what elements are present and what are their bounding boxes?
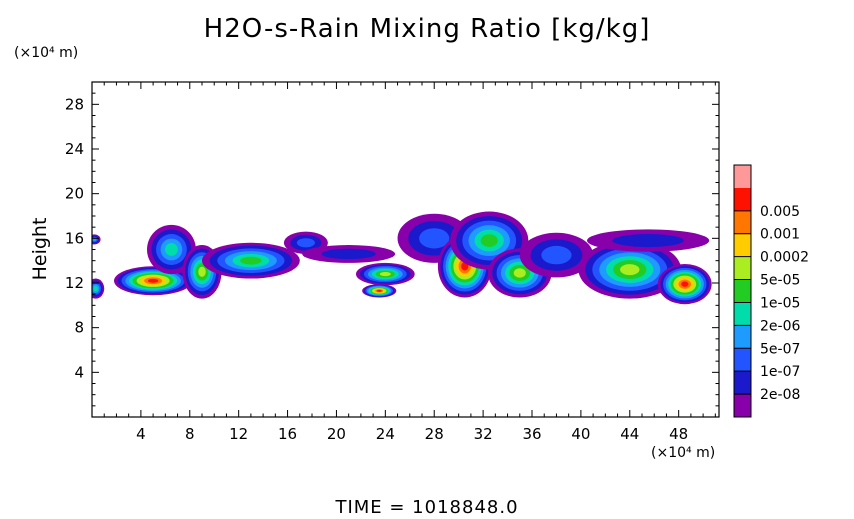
contour-fields bbox=[92, 211, 712, 305]
colorbar-swatch bbox=[734, 394, 751, 417]
contour-cell-2 bbox=[114, 266, 193, 296]
colorbar-swatch bbox=[734, 371, 751, 395]
colorbar-frame bbox=[733, 164, 752, 418]
contour-cell-14 bbox=[519, 232, 594, 278]
contour-level bbox=[513, 268, 526, 278]
colorbar-swatch bbox=[734, 279, 751, 303]
y-tick-label: 4 bbox=[74, 363, 84, 381]
colorbar-label: 0.005 bbox=[760, 204, 800, 220]
y-tick-label: 20 bbox=[65, 185, 84, 203]
contour-level bbox=[620, 264, 640, 276]
x-tick-label: 24 bbox=[376, 425, 395, 443]
y-tick-label: 12 bbox=[65, 274, 84, 292]
colorbar-swatch bbox=[734, 165, 751, 188]
contour-cell-5 bbox=[201, 242, 300, 279]
contour-level bbox=[480, 234, 498, 247]
y-tick-label: 24 bbox=[65, 140, 84, 158]
contour-level bbox=[681, 281, 689, 287]
contour-level bbox=[376, 289, 382, 292]
contour-cell-9 bbox=[362, 284, 397, 298]
colorbar-swatch bbox=[734, 187, 751, 211]
contour-level bbox=[165, 243, 178, 256]
colorbar-swatch bbox=[734, 256, 751, 280]
x-tick-label: 16 bbox=[278, 425, 297, 443]
x-tick-label: 12 bbox=[229, 425, 248, 443]
colorbar-label: 5e-07 bbox=[760, 341, 800, 357]
contour-cell-0 bbox=[92, 234, 101, 245]
x-tick-label: 28 bbox=[425, 425, 444, 443]
x-tick-label: 4 bbox=[136, 425, 146, 443]
contour-cell-6 bbox=[283, 231, 328, 254]
contour-level bbox=[321, 248, 376, 260]
contour-level bbox=[379, 271, 391, 277]
contour-level bbox=[419, 228, 450, 249]
y-axis-title: Height bbox=[29, 218, 51, 281]
x-axis: 4 8 12 16 20 24 28 32 36 40 44 48 bbox=[103, 82, 716, 443]
contour-level bbox=[541, 245, 572, 265]
contour-cell-7 bbox=[302, 245, 396, 263]
contour-cell-8 bbox=[356, 262, 415, 286]
contour-cell-3 bbox=[147, 224, 196, 275]
contour-level bbox=[198, 266, 206, 277]
x-tick-label: 32 bbox=[474, 425, 493, 443]
time-label: TIME = 1018848.0 bbox=[335, 497, 519, 518]
colorbar-swatch bbox=[734, 302, 751, 326]
y-axis-unit-label: (×10⁴ m) bbox=[14, 45, 79, 61]
colorbar-swatch bbox=[734, 210, 751, 234]
y-tick-label: 8 bbox=[74, 319, 84, 337]
colorbar-label: 2e-08 bbox=[760, 387, 800, 403]
contour-level bbox=[93, 285, 98, 292]
colorbar-label: 1e-07 bbox=[760, 364, 800, 380]
contour-level bbox=[147, 278, 159, 283]
x-tick-label: 20 bbox=[327, 425, 346, 443]
contour-level bbox=[296, 238, 315, 248]
y-tick-label: 28 bbox=[65, 95, 84, 113]
chart-title: H2O-s-Rain Mixing Ratio [kg/kg] bbox=[203, 14, 651, 44]
contour-level bbox=[240, 256, 262, 265]
colorbar-label: 0.001 bbox=[760, 227, 800, 243]
colorbar-swatch bbox=[734, 233, 751, 257]
x-axis-unit-label: (×10⁴ m) bbox=[651, 445, 716, 461]
contour-cell-15 bbox=[578, 240, 682, 299]
y-tick-label: 16 bbox=[65, 229, 84, 247]
x-tick-label: 48 bbox=[669, 425, 688, 443]
contour-cell-17 bbox=[657, 264, 712, 305]
colorbar-label: 0.0002 bbox=[760, 250, 809, 266]
colorbar-label: 1e-05 bbox=[760, 295, 800, 311]
colorbar-label: 5e-05 bbox=[760, 273, 800, 289]
contour-cell-16 bbox=[587, 229, 710, 252]
colorbar-swatch bbox=[734, 325, 751, 349]
y-axis: 4 8 12 16 20 24 28 bbox=[65, 92, 719, 407]
contour-level bbox=[612, 234, 684, 248]
x-tick-label: 36 bbox=[522, 425, 541, 443]
x-tick-label: 40 bbox=[571, 425, 590, 443]
colorbar-legend: 2e-08 1e-07 5e-07 2e-06 1e-05 5e-05 0.0002 0.00… bbox=[733, 164, 809, 418]
contour-cell-1 bbox=[92, 278, 105, 299]
x-tick-label: 44 bbox=[620, 425, 639, 443]
colorbar-label: 2e-06 bbox=[760, 318, 800, 334]
colorbar-swatch bbox=[734, 348, 751, 372]
x-tick-label: 8 bbox=[185, 425, 195, 443]
